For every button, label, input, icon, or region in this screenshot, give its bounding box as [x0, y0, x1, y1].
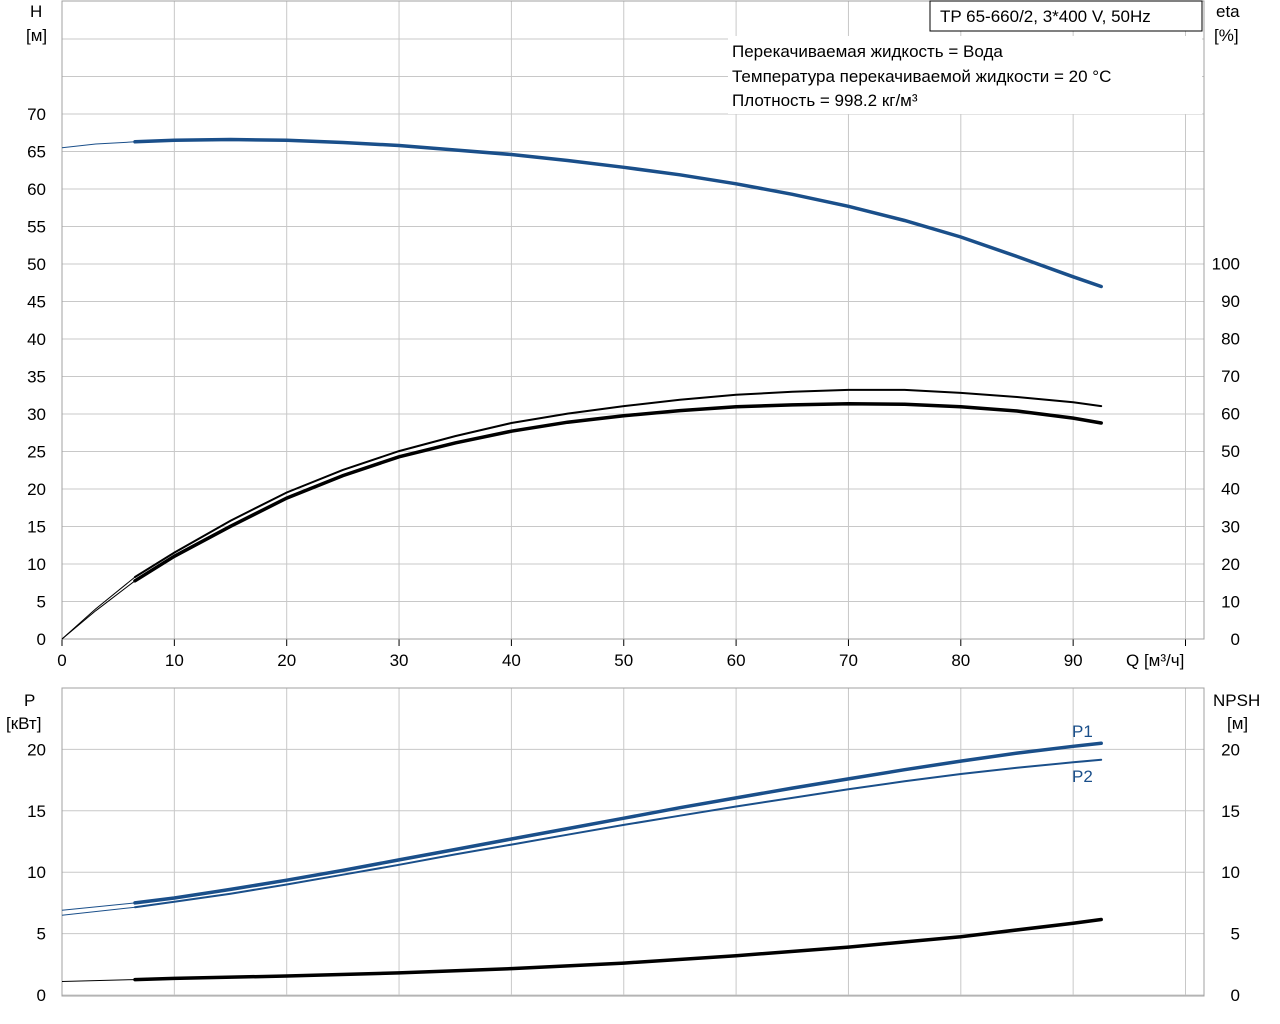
- head-tick-45: 45: [27, 293, 46, 312]
- eta-tick-50: 50: [1221, 442, 1240, 461]
- npsh-axis-symbol: NPSH: [1213, 691, 1260, 710]
- flow-tick-40: 40: [502, 651, 521, 670]
- head-tick-50: 50: [27, 255, 46, 274]
- npsh-curve-extrapolation: [61, 979, 136, 982]
- eta-tick-40: 40: [1221, 480, 1240, 499]
- head-tick-labels: 0 5 10 15 20 25 30 35 40 45 50 55 60 65 70: [27, 105, 46, 649]
- head-axis-symbol: H: [30, 2, 42, 21]
- power-axis-unit: [кВт]: [6, 714, 41, 733]
- flow-axis-label: Q [м³/ч]: [1126, 651, 1184, 670]
- npsh-tick-labels: 0 5 10 15 20: [1221, 740, 1240, 1005]
- flow-tick-20: 20: [277, 651, 296, 670]
- head-tick-15: 15: [27, 518, 46, 537]
- npsh-axis-unit: [м]: [1227, 714, 1248, 733]
- npsh-tick-0: 0: [1231, 986, 1240, 1005]
- head-tick-25: 25: [27, 443, 46, 462]
- flow-tick-0: 0: [57, 651, 66, 670]
- power-npsh-curves: [61, 741, 1103, 982]
- npsh-tick-15: 15: [1221, 802, 1240, 821]
- p2-curve: [134, 758, 1103, 909]
- flow-tick-70: 70: [839, 651, 858, 670]
- power-tick-5: 5: [37, 925, 46, 944]
- p1-curve: [133, 741, 1103, 905]
- npsh-tick-20: 20: [1221, 740, 1240, 759]
- flow-tick-10: 10: [165, 651, 184, 670]
- head-eta-curves: [61, 137, 1103, 640]
- eta-tick-10: 10: [1221, 592, 1240, 611]
- flow-tick-labels: 0 10 20 30 40 50 60 70 80 90: [57, 651, 1082, 670]
- eta-tick-100: 100: [1212, 254, 1240, 273]
- flow-tick-30: 30: [390, 651, 409, 670]
- efficiency-lower-curve: [133, 402, 1103, 583]
- power-tick-0: 0: [37, 986, 46, 1005]
- head-curve: [133, 137, 1103, 289]
- eta-tick-0: 0: [1231, 630, 1240, 649]
- head-tick-5: 5: [37, 593, 46, 612]
- eta-tick-70: 70: [1221, 367, 1240, 386]
- power-tick-20: 20: [27, 740, 46, 759]
- p1-curve-extrapolation: [61, 902, 136, 911]
- eta-tick-60: 60: [1221, 405, 1240, 424]
- eta-axis-symbol: eta: [1216, 2, 1240, 21]
- eta-tick-labels: 0 10 20 30 40 50 60 70 80 90 100: [1212, 254, 1240, 649]
- eta-tick-30: 30: [1221, 517, 1240, 536]
- power-axis-symbol: P: [24, 691, 35, 710]
- head-eta-plot-frame: [61, 0, 1205, 640]
- p2-series-label: P2: [1072, 767, 1093, 786]
- npsh-curve: [133, 917, 1103, 982]
- eta-tick-80: 80: [1221, 329, 1240, 348]
- efficiency-lower-curve-extrapolation: [61, 580, 136, 640]
- fluid-annotation: Перекачиваемая жидкость = Вода: [732, 42, 1003, 61]
- eta-axis-unit: [%]: [1214, 26, 1239, 45]
- title-box: [929, 0, 1203, 32]
- flow-tick-50: 50: [614, 651, 633, 670]
- eta-tick-20: 20: [1221, 555, 1240, 574]
- head-tick-10: 10: [27, 555, 46, 574]
- head-tick-55: 55: [27, 218, 46, 237]
- flow-tick-80: 80: [951, 651, 970, 670]
- power-npsh-plot-frame: [61, 687, 1205, 997]
- power-tick-10: 10: [27, 863, 46, 882]
- chart-title: TP 65-660/2, 3*400 V, 50Hz: [940, 7, 1151, 26]
- flow-tick-90: 90: [1064, 651, 1083, 670]
- npsh-tick-10: 10: [1221, 863, 1240, 882]
- eta-tick-90: 90: [1221, 292, 1240, 311]
- fluid-info-box: [728, 36, 1202, 114]
- head-curve-extrapolation: [61, 141, 136, 149]
- efficiency-upper-curve: [134, 388, 1103, 578]
- head-tick-35: 35: [27, 368, 46, 387]
- p1-series-label: P1: [1072, 722, 1093, 741]
- head-tick-60: 60: [27, 180, 46, 199]
- head-tick-70: 70: [27, 105, 46, 124]
- temperature-annotation: Температура перекачиваемой жидкости = 20…: [732, 67, 1111, 86]
- p2-curve-extrapolation: [61, 906, 136, 916]
- power-tick-15: 15: [27, 802, 46, 821]
- density-annotation: Плотность = 998.2 кг/м³: [732, 91, 918, 110]
- head-tick-20: 20: [27, 480, 46, 499]
- head-tick-40: 40: [27, 330, 46, 349]
- head-axis-unit: [м]: [26, 26, 47, 45]
- head-tick-0: 0: [37, 630, 46, 649]
- power-npsh-gridlines: [61, 688, 1204, 996]
- npsh-tick-5: 5: [1231, 925, 1240, 944]
- flow-tick-60: 60: [727, 651, 746, 670]
- head-tick-30: 30: [27, 405, 46, 424]
- power-tick-labels: 0 5 10 15 20: [27, 740, 46, 1005]
- head-tick-65: 65: [27, 143, 46, 162]
